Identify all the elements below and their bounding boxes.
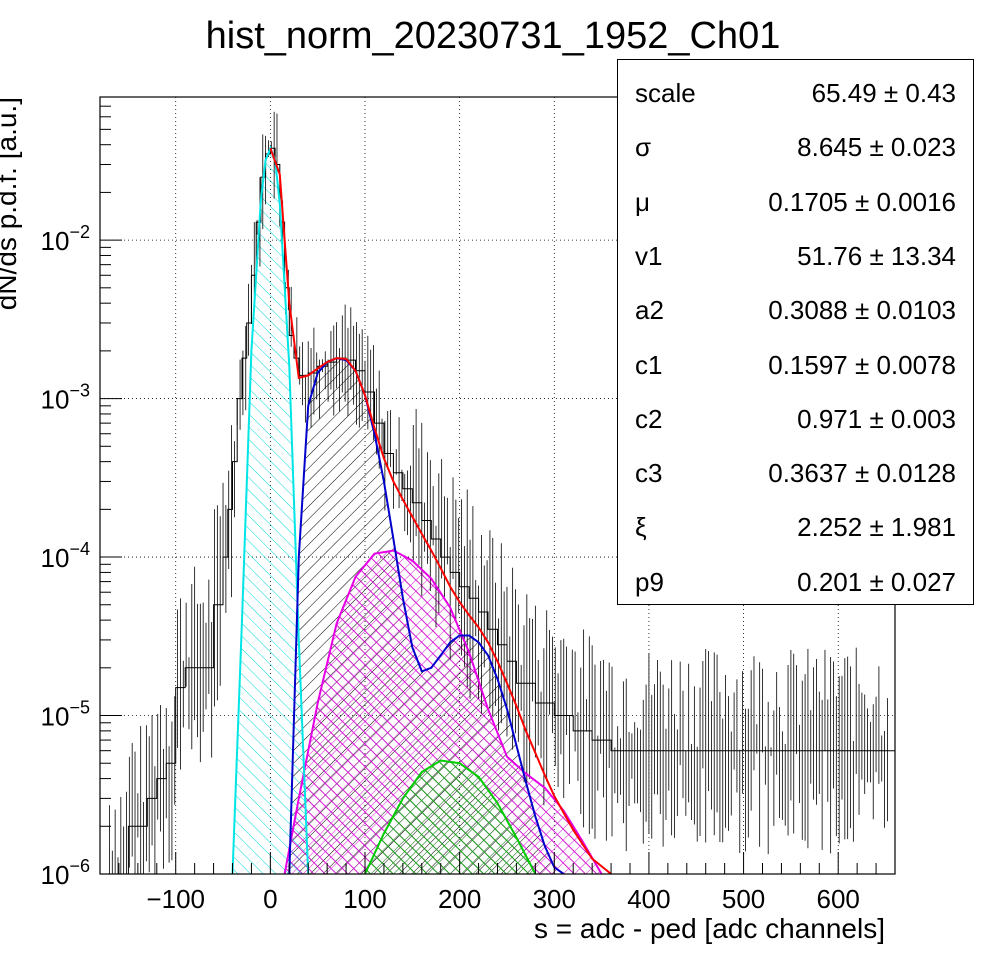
y-tick-label: 10−5	[41, 698, 90, 732]
x-tick-label: 100	[343, 884, 386, 914]
y-tick-label: 10−2	[41, 222, 90, 256]
x-tick-label: 400	[627, 884, 670, 914]
component-fills	[232, 148, 602, 874]
x-tick-label: 500	[722, 884, 765, 914]
stats-row: μ 0.1705 ± 0.0016	[618, 175, 973, 229]
stats-param-name: c1	[635, 349, 663, 380]
stats-row: scale 65.49 ± 0.43	[618, 66, 973, 120]
stats-row: c3 0.3637 ± 0.0128	[618, 446, 973, 500]
component-fill	[365, 760, 536, 874]
stats-row: p9 0.201 ± 0.027	[618, 555, 973, 609]
x-axis-label: s = adc - ped [adc channels]	[534, 913, 885, 944]
stats-param-value: 2.252 ± 1.981	[797, 512, 956, 543]
series-group	[109, 111, 895, 874]
stats-param-value: 0.3088 ± 0.0103	[768, 295, 956, 326]
y-axis-label: dN/ds p.d.f. [a.u.]	[0, 97, 22, 310]
chart-title: hist_norm_20230731_1952_Ch01	[206, 15, 781, 57]
fit-curve	[283, 549, 603, 874]
stats-row: σ 8.645 ± 0.023	[618, 120, 973, 174]
stats-param-value: 0.201 ± 0.027	[797, 566, 956, 597]
stats-param-value: 65.49 ± 0.43	[811, 78, 956, 108]
stats-row: c2 0.971 ± 0.003	[618, 392, 973, 446]
y-tick-label: 10−6	[41, 856, 90, 890]
component-fill	[284, 550, 602, 874]
fit-curve	[364, 759, 537, 874]
stats-param-value: 51.76 ± 13.34	[797, 240, 956, 271]
stats-param-name: v1	[635, 240, 663, 271]
stats-row: c1 0.1597 ± 0.0078	[618, 338, 973, 392]
stats-param-name: c2	[635, 403, 663, 434]
stats-param-name: scale	[635, 78, 696, 108]
x-tick-label: 600	[817, 884, 860, 914]
stats-param-value: 8.645 ± 0.023	[797, 132, 956, 163]
stats-param-name: p9	[635, 566, 664, 597]
x-tick-label: 200	[438, 884, 481, 914]
stats-param-name: σ	[635, 132, 652, 163]
stats-param-name: μ	[635, 186, 650, 217]
stats-param-value: 0.1705 ± 0.0016	[768, 186, 956, 217]
x-tick-label: 0	[263, 884, 277, 914]
fit-stats-box: scale 65.49 ± 0.43 σ 8.645 ± 0.023 μ 0.1705 ±…	[617, 59, 974, 605]
stats-param-value: 0.1597 ± 0.0078	[768, 349, 956, 380]
stats-param-value: 0.971 ± 0.003	[797, 403, 956, 434]
x-tick-label: 300	[533, 884, 576, 914]
axis-ticks: −100 0 100 200 300 400 500 600 10−6 10−5 10−4 10−3 1…	[41, 96, 896, 914]
stats-row: v1 51.76 ± 13.34	[618, 229, 973, 283]
component-fill	[232, 148, 309, 874]
stats-param-value: 0.3637 ± 0.0128	[768, 458, 956, 489]
y-tick-label: 10−3	[41, 381, 90, 415]
y-tick-label: 10−4	[41, 539, 90, 573]
stats-param-name: a2	[635, 295, 664, 326]
fit-curve	[269, 147, 612, 874]
stats-row: a2 0.3088 ± 0.0103	[618, 283, 973, 337]
stats-row: ξ 2.252 ± 1.981	[618, 500, 973, 554]
stats-param-name: ξ	[635, 512, 647, 543]
x-tick-label: −100	[146, 884, 205, 914]
stats-param-name: c3	[635, 458, 663, 489]
